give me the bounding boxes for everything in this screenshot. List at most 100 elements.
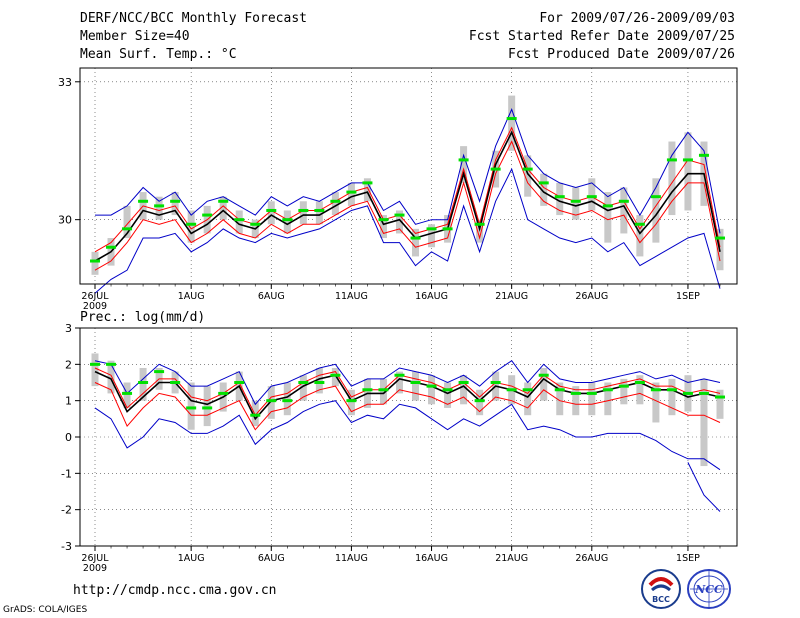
- y-tick-label: 30: [58, 214, 72, 227]
- grads-credit: GrADS: COLA/IGES: [3, 605, 88, 615]
- observed-mark: [90, 259, 100, 263]
- bcc-logo-text: BCC: [652, 595, 670, 604]
- plot-frame: [79, 67, 738, 285]
- x-tick-label: 1AUG: [178, 553, 205, 564]
- series-lower-outer-tail: [687, 462, 721, 512]
- spread-bar: [363, 178, 371, 202]
- observed-mark: [426, 227, 437, 231]
- observed-mark: [602, 388, 613, 392]
- spread-bar: [187, 210, 195, 243]
- observed-mark: [666, 388, 677, 392]
- spread-bar: [219, 196, 227, 220]
- observed-mark: [410, 381, 421, 384]
- x-tick-label: 6AUG: [258, 553, 285, 564]
- spread-bar: [460, 375, 468, 405]
- y-tick-label: -3: [61, 540, 72, 553]
- observed-mark: [154, 204, 165, 208]
- spread-bar: [412, 371, 420, 401]
- spread-bar: [91, 353, 99, 387]
- observed-mark: [538, 373, 549, 377]
- observed-mark: [218, 199, 229, 203]
- spread-bar: [331, 192, 339, 216]
- observed-mark: [410, 236, 421, 240]
- spread-bar: [572, 187, 580, 220]
- spread-bar: [524, 382, 532, 416]
- chart-panel-2: -3 -2 -1 0 1 2 3 26JUL 1AUG 6AUG 11AUG 16AUG 21AUG 26…: [61, 310, 738, 574]
- ncc-logo-text: NCC: [694, 583, 723, 596]
- spread-bar: [299, 201, 307, 225]
- observed-mark: [682, 391, 693, 395]
- spread-bar: [267, 386, 275, 419]
- observed-mark: [554, 195, 565, 199]
- observed-mark: [650, 195, 661, 199]
- observed-mark: [266, 399, 277, 403]
- source-url[interactable]: http://cmdp.ncc.cma.gov.cn: [73, 583, 277, 598]
- x-tick-label: 11AUG: [335, 553, 368, 564]
- x-tick-label: 26JUL: [81, 553, 109, 564]
- observed-mark: [330, 199, 341, 203]
- series-upper-inner: [94, 367, 721, 417]
- observed-mark: [715, 395, 725, 399]
- x-tick-label: 21AUG: [495, 553, 528, 564]
- spread-bar: [668, 141, 676, 216]
- spread-bar: [716, 389, 724, 419]
- bcc-logo: BCC: [641, 569, 681, 609]
- observed-mark: [234, 218, 245, 222]
- observed-mark: [314, 208, 325, 212]
- y-tick-label: -2: [61, 504, 72, 517]
- spread-bar: [251, 400, 259, 427]
- spread-bar: [412, 228, 420, 257]
- series-upper-inner: [94, 126, 721, 253]
- observed-mark: [554, 388, 565, 392]
- series-lower-outer: [94, 400, 721, 471]
- spread-bar: [187, 382, 195, 430]
- observed-mark: [250, 222, 261, 226]
- spread-bar: [347, 389, 355, 416]
- x-tick-label: 6AUG: [258, 291, 285, 302]
- y-tick-label: -1: [61, 467, 72, 480]
- observed-mark: [170, 381, 181, 384]
- x-tick-label: 21AUG: [495, 291, 528, 302]
- observed-mark: [474, 222, 485, 226]
- spread-bar: [652, 382, 660, 423]
- observed-mark: [266, 208, 277, 212]
- observed-mark: [218, 391, 229, 395]
- x-tick-label: 16AUG: [415, 553, 448, 564]
- observed-mark: [538, 181, 549, 185]
- spread-bar: [524, 155, 532, 197]
- observed-mark: [250, 413, 261, 417]
- observed-mark: [378, 218, 389, 222]
- y-tick-label: 0: [65, 431, 72, 444]
- y-tick-label: 33: [58, 76, 72, 89]
- observed-mark: [490, 381, 501, 384]
- observed-mark: [202, 406, 213, 410]
- observed-mark: [234, 381, 245, 384]
- y-tick-label: 1: [65, 395, 72, 408]
- observed-mark: [570, 391, 581, 395]
- spread-bar: [620, 378, 628, 405]
- observed-mark: [282, 218, 293, 222]
- spread-bar: [604, 192, 612, 243]
- observed-mark: [298, 381, 309, 384]
- observed-mark: [682, 158, 693, 162]
- spread-bar: [395, 371, 403, 394]
- observed-mark: [186, 406, 197, 410]
- observed-mark: [122, 391, 133, 395]
- series-lower-outer: [94, 167, 721, 294]
- spread-bar: [379, 378, 387, 405]
- observed-mark: [586, 195, 597, 199]
- x-year-label: 2009: [83, 563, 107, 574]
- x-tick-label: 1AUG: [178, 291, 205, 302]
- observed-mark: [282, 399, 293, 403]
- spread-bar: [428, 375, 436, 405]
- observed-mark: [330, 373, 341, 377]
- observed-mark: [346, 190, 357, 194]
- start-date: Fcst Started Refer Date 2009/07/25: [468, 29, 735, 44]
- observed-mark: [506, 388, 517, 392]
- observed-mark: [154, 370, 165, 374]
- spread-bar: [556, 382, 564, 416]
- spread-bar: [556, 182, 564, 216]
- spread-bar: [379, 215, 387, 239]
- x-year-label: 2009: [83, 301, 107, 312]
